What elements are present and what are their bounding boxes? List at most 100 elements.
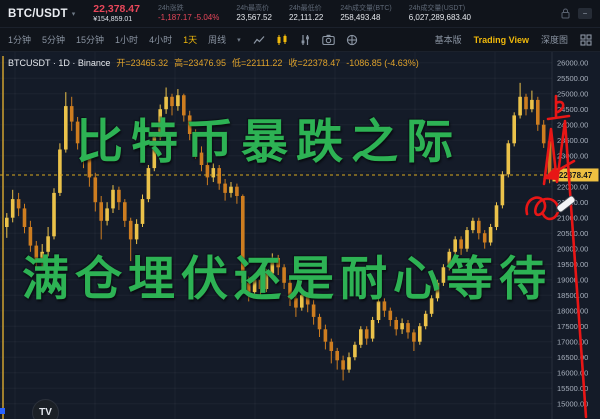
- line-chart-icon[interactable]: [253, 34, 265, 46]
- tradingview-logo[interactable]: TV: [32, 399, 59, 419]
- candle-body: [347, 357, 351, 370]
- candle-body: [28, 227, 33, 246]
- candle-body: [140, 199, 145, 224]
- stat-item: 24h最低价 22,111.22: [289, 4, 323, 23]
- chevron-down-icon: ▾: [71, 10, 76, 18]
- lock-icon[interactable]: [561, 8, 570, 19]
- candle-body: [294, 298, 298, 308]
- candle-body: [530, 99, 534, 110]
- candle-body: [252, 279, 257, 293]
- interval-tab[interactable]: 1小时: [115, 35, 139, 45]
- last-price-fiat: ¥154,859.01: [93, 15, 133, 23]
- candle-body: [193, 134, 198, 153]
- crosshair-icon[interactable]: [346, 34, 358, 46]
- candle-body: [52, 192, 56, 237]
- price-axis-label: 19000.00: [557, 275, 588, 284]
- candle-body: [506, 143, 511, 175]
- candle-body: [187, 115, 192, 134]
- candle-body: [341, 360, 345, 370]
- candle-body: [217, 168, 221, 184]
- candle-body: [482, 233, 487, 243]
- interval-tab[interactable]: 1分钟: [8, 35, 32, 45]
- price-axis-label: 23000.00: [557, 151, 588, 160]
- candle-body: [158, 109, 162, 138]
- view-mode-list: 基本版 Trading View 深度图: [435, 33, 568, 46]
- view-mode-tab[interactable]: Trading View: [473, 34, 529, 45]
- candle-style-icon[interactable]: [276, 34, 288, 46]
- candle-body: [64, 106, 68, 150]
- stat-item: 24h成交量(BTC) 258,493.48: [340, 4, 391, 23]
- candle-body: [282, 267, 286, 283]
- candle-body: [164, 96, 168, 110]
- chart-pane[interactable]: [0, 52, 600, 419]
- interval-tab[interactable]: 周线: [208, 35, 227, 45]
- candle-body: [459, 239, 463, 249]
- candle-body: [258, 279, 263, 289]
- candle-body: [270, 258, 275, 274]
- price-axis-label: 25500.00: [557, 74, 588, 83]
- stat-label: 24h最高价: [236, 4, 270, 12]
- candle-body: [376, 301, 381, 320]
- candle-body: [453, 239, 457, 252]
- legend-ohlc-item: 开=23465.32: [116, 58, 169, 68]
- candle-body: [512, 115, 516, 144]
- candle-body: [134, 223, 139, 240]
- candle-body: [5, 217, 9, 227]
- toolbar-icons: [253, 34, 358, 46]
- indicators-icon[interactable]: [299, 34, 311, 46]
- interval-tab[interactable]: 15分钟: [76, 35, 105, 45]
- legend-ohlc-item: 高=23476.95: [174, 58, 226, 68]
- candle-body: [182, 95, 186, 116]
- chart-legend: BTCUSDT · 1D · Binance 开=23465.32 高=23476.…: [8, 56, 419, 69]
- price-axis-label: 16000.00: [557, 368, 588, 377]
- stat-value: 23,567.52: [236, 12, 272, 22]
- candle-body: [435, 282, 440, 299]
- interval-tab[interactable]: 4小时: [149, 35, 173, 45]
- interval-tab[interactable]: 5分钟: [42, 35, 66, 45]
- interval-tab[interactable]: 1天: [183, 35, 198, 45]
- pair-selector[interactable]: BTC/USDT ▾: [8, 8, 75, 20]
- candle-body: [105, 208, 109, 221]
- layout-grid-icon[interactable]: [580, 33, 592, 46]
- price-axis-label: 23500.00: [557, 136, 588, 145]
- candle-body: [40, 251, 44, 262]
- price-axis-label: 21000.00: [557, 213, 588, 222]
- price-axis-label: 17500.00: [557, 322, 588, 331]
- candle-body: [128, 220, 133, 240]
- candle-body: [518, 96, 522, 116]
- view-mode-tab[interactable]: 基本版: [434, 35, 462, 45]
- candle-body: [276, 258, 280, 268]
- interval-more-caret[interactable]: ▾: [237, 36, 241, 44]
- candle-body: [471, 220, 475, 231]
- chart-toolbar: 1分钟 5分钟 15分钟 1小时 4小时 1天 周线 ▾: [0, 27, 600, 52]
- candle-body: [235, 186, 239, 196]
- candle-body: [488, 227, 493, 243]
- candle-body: [329, 341, 334, 351]
- candle-body: [170, 96, 174, 107]
- candle-body: [81, 143, 86, 159]
- minimize-button[interactable]: −: [578, 8, 592, 19]
- price-axis-label: 25000.00: [557, 89, 588, 98]
- candle-body: [264, 273, 269, 289]
- price-axis-label: 19500.00: [557, 260, 588, 269]
- view-mode-group: 基本版 Trading View 深度图: [435, 33, 592, 46]
- price-axis-label: 22000.00: [557, 182, 588, 191]
- candle-body: [388, 310, 393, 320]
- view-mode-tab[interactable]: 深度图: [540, 35, 568, 45]
- candle-body: [536, 99, 540, 125]
- camera-icon[interactable]: [321, 34, 335, 45]
- stat-item: 24h成交量(USDT) 6,027,289,683.40: [409, 4, 471, 23]
- stat-item: 24h涨跌 -1,187.17 -5.04%: [158, 4, 219, 23]
- candle-body: [69, 106, 74, 122]
- price-tag-value: 22378.47: [559, 171, 593, 180]
- candle-body: [246, 282, 251, 293]
- candle-body: [58, 149, 62, 193]
- candle-body: [441, 267, 446, 283]
- price-axis-label: 18500.00: [557, 291, 588, 300]
- legend-ohlc: 开=23465.32 高=23476.95 低=22111.22 收=22378.47…: [110, 58, 418, 68]
- legend-ohlc-item: 收=22378.47: [288, 58, 341, 68]
- candle-body: [75, 121, 80, 144]
- stats-list: 24h涨跌 -1,187.17 -5.04% 24h最高价 23,567.52 24h最…: [158, 4, 471, 23]
- symbol-bar-actions: −: [561, 8, 592, 19]
